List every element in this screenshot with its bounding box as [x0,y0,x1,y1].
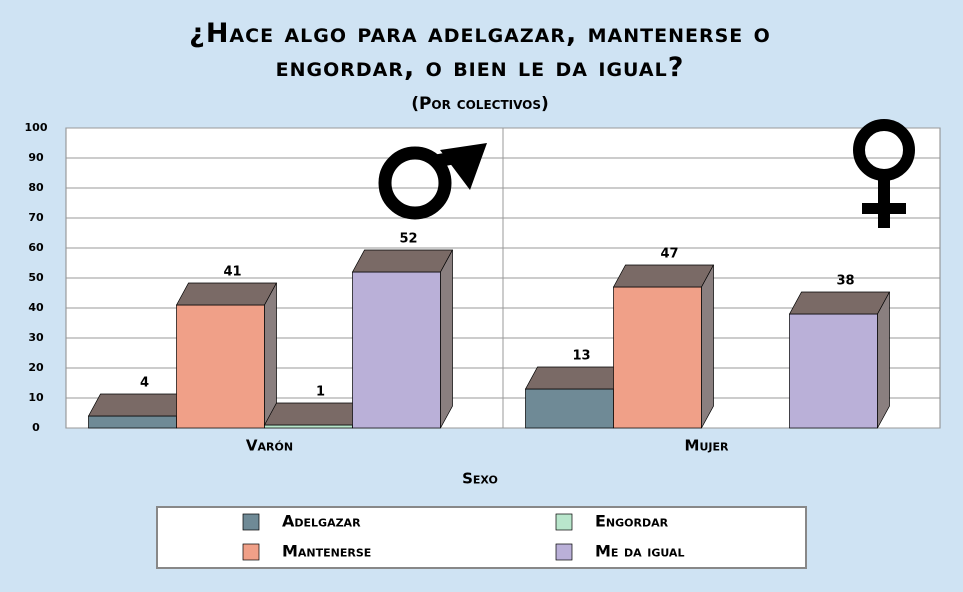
bar-side [701,264,714,429]
bar [612,264,715,429]
bar-side [440,249,453,429]
x-tick-label: Mujer [685,437,729,455]
y-tick-label: 10 [28,391,44,404]
x-axis-label: Sexo [462,470,498,488]
data-label: 41 [223,265,241,280]
y-tick-label: 90 [28,151,44,164]
data-label: 4 [140,376,149,391]
y-tick-label: 0 [32,421,40,434]
legend-label: Engordar [595,512,669,531]
bar-front [525,388,614,429]
bar [175,282,278,429]
legend-swatch [555,513,573,531]
chart-subtitle: (Por colectivos) [411,94,549,114]
y-tick-label: 30 [28,331,44,344]
bar-front [88,415,177,429]
bar-front [613,286,702,429]
bar [788,291,891,429]
chart-title-line: ¿Hace algo para adelgazar, mantenerse o [189,18,771,49]
data-label: 52 [399,232,417,247]
bar [524,366,627,429]
chart-title-line: engordar, o bien le da igual? [276,52,685,83]
bar-top [351,249,454,273]
female-symbol [853,119,915,228]
bar-top [263,402,366,426]
bar-side [877,291,890,429]
bar-top [87,393,190,417]
male-arrow [440,143,487,190]
legend-label: Me da igual [595,542,684,561]
legend-swatch [242,513,260,531]
bar-front [176,304,265,429]
legend-swatch [555,543,573,561]
y-tick-label: 70 [28,211,44,224]
bar-front [264,424,353,429]
bar-front [352,271,441,429]
female-bar [862,203,906,214]
bar-top [788,291,891,315]
bar-top [612,264,715,288]
y-tick-label: 20 [28,361,44,374]
legend-label: Mantenerse [282,542,371,561]
y-tick-label: 100 [25,121,48,134]
data-label: 1 [316,385,325,400]
female-ring [853,119,915,181]
data-label: 13 [572,349,590,364]
y-tick-label: 80 [28,181,44,194]
data-label: 47 [660,247,678,262]
legend [156,506,807,569]
bar-top [175,282,278,306]
legend-swatch [242,543,260,561]
y-tick-label: 50 [28,271,44,284]
male-symbol [378,143,487,220]
bar [87,393,190,429]
bar [351,249,454,429]
bar [263,402,366,429]
bar-top [524,366,627,390]
legend-label: Adelgazar [282,512,361,531]
y-tick-label: 60 [28,241,44,254]
y-tick-label: 40 [28,301,44,314]
bar-front [789,313,878,429]
male-ring [378,146,452,220]
data-label: 38 [836,274,854,289]
x-tick-label: Varón [246,437,293,455]
